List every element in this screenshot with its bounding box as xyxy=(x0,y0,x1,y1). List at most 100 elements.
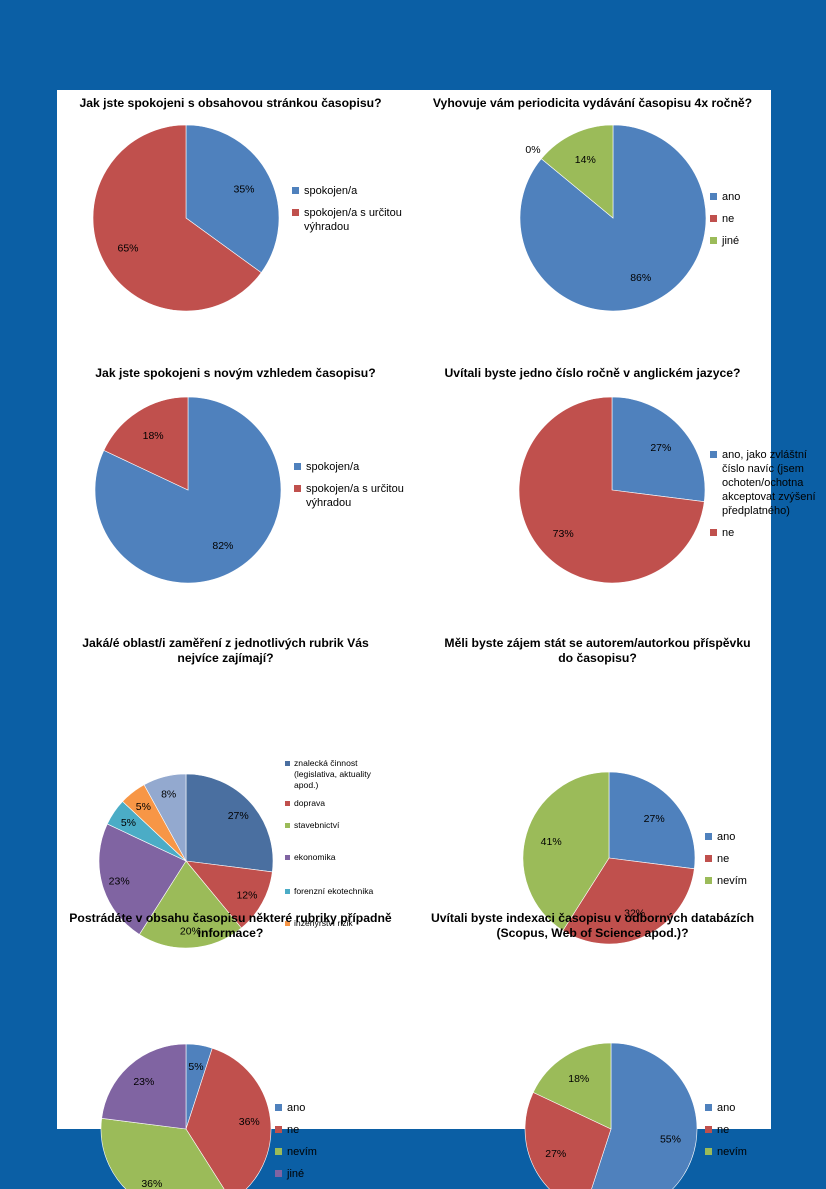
pie-slice xyxy=(98,823,187,935)
legend-item: forenzní ekotechnika xyxy=(285,886,394,897)
legend-item: spokojen/a xyxy=(294,460,414,474)
slice-data-label: 35% xyxy=(233,183,254,195)
legend-swatch xyxy=(710,215,717,222)
legend-label: nevím xyxy=(717,1146,747,1158)
legend-item: ano xyxy=(275,1101,335,1115)
legend-swatch xyxy=(285,889,290,894)
pie-slice xyxy=(611,396,706,502)
legend-label: jiné xyxy=(722,235,740,247)
pie-slice xyxy=(522,771,610,932)
legend-swatch xyxy=(710,193,717,200)
slice-data-label: 36% xyxy=(141,1178,162,1189)
slice-data-label: 73% xyxy=(553,528,574,540)
slice-data-label: 12% xyxy=(236,890,257,902)
slice-data-label: 55% xyxy=(660,1133,681,1145)
chart-periodicity: Vyhovuje vám periodicita vydávání časopi… xyxy=(414,90,771,350)
legend-swatch xyxy=(705,833,712,840)
legend-label: nevím xyxy=(287,1146,317,1158)
legend-label: nevím xyxy=(717,875,747,887)
legend-swatch xyxy=(710,237,717,244)
legend-label: inženýrství rizik xyxy=(294,918,353,928)
pie-svg: 27% 12% 20% 23% 5%5% 8% xyxy=(98,773,274,949)
chart-legend: ano ne nevím xyxy=(705,830,765,896)
chart-legend: spokojen/a spokojen/a s určitou výhradou xyxy=(292,184,412,242)
legend-swatch xyxy=(285,823,290,828)
pie-slice xyxy=(143,773,187,862)
chart-title: Jaká/é oblast/i zaměření z jednotlivých … xyxy=(82,636,369,665)
slice-data-label: 20% xyxy=(180,925,201,937)
slice-data-label: 23% xyxy=(109,875,130,887)
pie-slice xyxy=(94,396,282,584)
pie-slice xyxy=(185,773,274,873)
legend-swatch xyxy=(292,209,299,216)
chart-new-look-satisfaction: Jak jste spokojeni s novým vzhledem časo… xyxy=(57,360,414,620)
legend-label: ano xyxy=(717,831,736,843)
pie-slice xyxy=(101,1043,187,1130)
slice-data-label: 27% xyxy=(545,1148,566,1160)
legend-item: jiné xyxy=(710,234,770,248)
legend-item: nevím xyxy=(275,1145,335,1159)
legend-swatch xyxy=(705,1126,712,1133)
pie-slice xyxy=(540,124,614,219)
legend-label: ano xyxy=(722,191,741,203)
pie-svg: 27% 32% 41% xyxy=(522,771,696,945)
legend-label: ne xyxy=(722,213,735,225)
legend-label: ne xyxy=(722,527,735,539)
slice-data-label: 27% xyxy=(644,813,665,825)
legend-item: doprava xyxy=(285,798,394,809)
chart-title: Uvítali byste jedno číslo ročně v anglic… xyxy=(444,366,741,380)
chart-author-interest: Měli byste zájem stát se autorem/autorko… xyxy=(414,630,771,945)
pie-slice xyxy=(518,396,705,584)
legend-label: spokojen/a s určitou výhradou xyxy=(306,483,404,509)
chart-topic-interest: Jaká/é oblast/i zaměření z jednotlivých … xyxy=(57,630,414,949)
legend-label: stavebnictví xyxy=(294,820,340,830)
slice-data-label: 5% xyxy=(121,817,136,829)
pie-slice xyxy=(519,124,707,312)
legend-swatch xyxy=(275,1148,282,1155)
legend-label: ne xyxy=(717,853,730,865)
slice-data-label: 23% xyxy=(133,1076,154,1088)
chart-content-satisfaction: Jak jste spokojeni s obsahovou stránkou … xyxy=(57,90,414,350)
pie-slice xyxy=(185,860,273,929)
chart-legend: ano, jako zvláštní číslo navíc (jsem och… xyxy=(710,448,826,548)
pie-slice xyxy=(608,771,696,870)
pie-slice xyxy=(185,124,280,274)
slice-data-label: 14% xyxy=(575,154,596,166)
legend-item: ne xyxy=(705,852,765,866)
legend-swatch xyxy=(294,463,301,470)
slice-data-label: 65% xyxy=(117,243,138,255)
pie-svg: 82% 18% xyxy=(94,396,282,584)
legend-swatch xyxy=(710,451,717,458)
legend-label: doprava xyxy=(294,798,326,808)
slice-data-label: 0% xyxy=(525,144,540,156)
legend-item: spokojen/a xyxy=(292,184,412,198)
legend-label: jiné xyxy=(287,1168,305,1180)
legend-item: ekonomika xyxy=(285,852,394,863)
legend-swatch xyxy=(705,1104,712,1111)
slice-data-label: 82% xyxy=(212,540,233,552)
legend-item: spokojen/a s určitou výhradou xyxy=(294,482,414,510)
legend-swatch xyxy=(285,801,290,806)
pie-slice xyxy=(103,396,189,491)
legend-item: inženýrství rizik xyxy=(285,918,394,929)
legend-label: znalecká činnost (legislativa, aktuality… xyxy=(294,758,371,790)
legend-item: nevím xyxy=(705,1145,765,1159)
legend-label: ne xyxy=(287,1124,300,1136)
pie-svg: 27% 73% xyxy=(518,396,706,584)
pie-svg: 35% 65% xyxy=(92,124,280,312)
chart-legend: ano ne nevím xyxy=(705,1101,765,1167)
pie-slice xyxy=(138,860,242,949)
chart-title: Postrádáte v obsahu časopisu některé rub… xyxy=(69,911,392,940)
legend-item: stavebnictví xyxy=(285,820,394,831)
legend-swatch xyxy=(285,921,290,926)
legend-item: ne xyxy=(710,212,770,226)
legend-item: ano xyxy=(705,1101,765,1115)
slice-data-label: 41% xyxy=(541,836,562,848)
chart-indexation: Uvítali byste indexaci časopisu v odborn… xyxy=(414,905,771,1189)
chart-missing-sections: Postrádáte v obsahu časopisu některé rub… xyxy=(57,905,414,1189)
legend-swatch xyxy=(292,187,299,194)
chart-title: Jak jste spokojeni s obsahovou stránkou … xyxy=(79,96,382,110)
legend-swatch xyxy=(710,529,717,536)
legend-swatch xyxy=(705,1148,712,1155)
legend-swatch xyxy=(275,1104,282,1111)
